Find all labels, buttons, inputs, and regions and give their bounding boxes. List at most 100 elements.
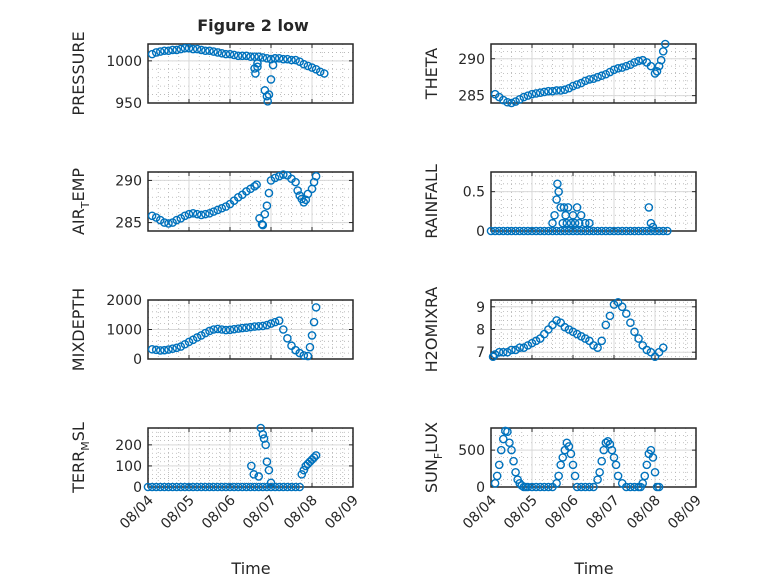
- y-tick-label: 285: [458, 89, 485, 105]
- data-point: [638, 55, 648, 65]
- data-point: [287, 55, 296, 65]
- x-axis-label-left: Time: [230, 559, 270, 578]
- data-point: [634, 226, 643, 236]
- data-point: [233, 324, 243, 333]
- data-point: [544, 226, 553, 236]
- y-axis-label: MIXDEPTH: [69, 288, 88, 371]
- data-point: [589, 226, 598, 236]
- data-point: [609, 226, 619, 236]
- y-axis-label: TERRMSL: [69, 422, 92, 494]
- data-point: [264, 188, 274, 198]
- data-point: [291, 482, 300, 492]
- data-point: [601, 69, 611, 79]
- data-point: [527, 482, 537, 492]
- data-point: [287, 482, 296, 492]
- data-point: [184, 209, 194, 219]
- data-point: [486, 226, 496, 236]
- data-point: [581, 218, 590, 228]
- data-point: [656, 55, 666, 65]
- data-point: [626, 482, 635, 492]
- data-point: [180, 43, 190, 53]
- data-points: [486, 179, 672, 236]
- data-point: [147, 344, 157, 354]
- data-point: [180, 211, 190, 221]
- y-axis-label: RAINFALL: [422, 164, 441, 239]
- data-point: [147, 211, 157, 221]
- data-point: [252, 180, 261, 189]
- data-point: [642, 345, 652, 355]
- data-point: [262, 320, 272, 330]
- x-tick-label: 08/07: [240, 493, 280, 533]
- data-point: [527, 89, 537, 99]
- data-point: [630, 327, 639, 337]
- data-point: [581, 76, 590, 86]
- data-point: [155, 47, 165, 56]
- data-point: [176, 482, 186, 492]
- data-point: [213, 205, 222, 215]
- data-point: [564, 325, 574, 334]
- data-point: [515, 95, 525, 104]
- data-point: [646, 61, 656, 71]
- data-point: [511, 97, 520, 106]
- subplot-4: 0 0.5 RAINFALL: [422, 164, 697, 240]
- data-point: [563, 203, 573, 212]
- x-axis-label-right: Time: [573, 559, 613, 578]
- data-point: [262, 457, 272, 467]
- data-point: [143, 482, 153, 492]
- data-point: [515, 343, 525, 352]
- data-point: [585, 75, 594, 84]
- data-point: [613, 226, 623, 236]
- data-point: [164, 46, 173, 56]
- data-point: [160, 345, 169, 355]
- x-tick-label: 08/08: [281, 493, 321, 533]
- subplot-7: 08/04 08/05 08/06 08/07 08/08 08/09 0 100 200 TER…: [69, 422, 362, 532]
- data-point: [297, 470, 307, 479]
- data-point: [585, 218, 594, 228]
- data-point: [568, 226, 578, 236]
- data-points: [488, 297, 668, 362]
- data-point: [642, 460, 652, 470]
- data-point: [274, 54, 284, 63]
- data-point: [192, 209, 202, 219]
- data-point: [258, 430, 268, 439]
- data-point: [266, 478, 276, 488]
- data-point: [535, 482, 545, 492]
- axes-frame: [490, 43, 697, 104]
- x-tick-label: 08/08: [624, 493, 664, 533]
- data-point: [552, 316, 561, 325]
- y-tick-label: 0: [476, 224, 485, 240]
- data-point: [496, 445, 506, 455]
- data-point: [262, 54, 272, 63]
- data-point: [630, 58, 639, 67]
- data-point: [262, 91, 272, 101]
- data-point: [242, 482, 251, 492]
- x-tick-label: 08/05: [501, 493, 541, 533]
- data-point: [564, 83, 574, 93]
- data-point: [213, 482, 222, 492]
- data-point: [283, 54, 292, 64]
- data-point: [192, 44, 202, 54]
- data-point: [309, 453, 319, 462]
- data-point: [517, 481, 527, 490]
- y-tick-label: 8: [476, 323, 485, 339]
- data-point: [589, 341, 598, 350]
- y-tick-label: 1000: [106, 54, 142, 70]
- data-point: [560, 85, 570, 95]
- data-point: [242, 323, 251, 333]
- y-tick-label: 0: [133, 352, 142, 368]
- data-point: [188, 208, 198, 218]
- data-point: [274, 482, 284, 492]
- data-point: [494, 460, 504, 470]
- data-point: [609, 300, 619, 309]
- data-point: [246, 322, 255, 332]
- data-point: [523, 482, 533, 492]
- data-point: [151, 48, 161, 57]
- data-point: [291, 55, 300, 65]
- y-tick-label: 0: [476, 480, 485, 496]
- data-point: [622, 61, 631, 71]
- data-point: [196, 482, 206, 492]
- data-point: [617, 226, 627, 236]
- data-point: [568, 210, 578, 220]
- data-point: [250, 182, 259, 191]
